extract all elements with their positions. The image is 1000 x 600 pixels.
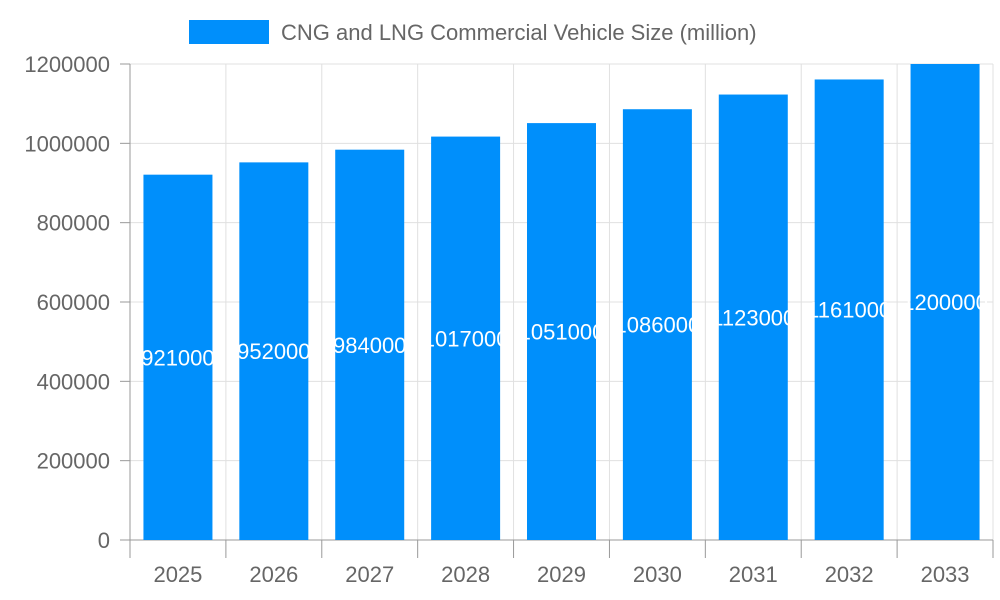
bar-2025[interactable] xyxy=(143,174,213,541)
y-tick-label: 1000000 xyxy=(24,131,110,156)
bar-2030[interactable] xyxy=(622,109,692,540)
x-tick-label: 2033 xyxy=(921,562,970,587)
bar-2032[interactable] xyxy=(814,79,884,540)
data-label: 1051000 xyxy=(519,320,605,345)
bar-2028[interactable] xyxy=(431,136,501,540)
x-tick-label: 2030 xyxy=(633,562,682,587)
data-label: 1086000 xyxy=(615,313,701,338)
data-label: 1161000 xyxy=(807,298,891,323)
data-label: 952000 xyxy=(237,339,310,364)
x-tick-label: 2028 xyxy=(441,562,490,587)
x-tick-label: 2027 xyxy=(345,562,394,587)
bar-2033[interactable] xyxy=(910,64,980,540)
x-tick-label: 2032 xyxy=(825,562,874,587)
data-label: 921000 xyxy=(141,345,214,370)
x-tick-label: 2029 xyxy=(537,562,586,587)
data-label: 1200000 xyxy=(902,290,988,315)
x-tick-label: 2025 xyxy=(153,562,202,587)
bar-2027[interactable] xyxy=(335,149,405,540)
y-tick-label: 200000 xyxy=(37,449,110,474)
x-tick-label: 2031 xyxy=(729,562,778,587)
bar-2026[interactable] xyxy=(239,162,309,540)
data-label: 1123000 xyxy=(711,305,795,330)
legend-label: CNG and LNG Commercial Vehicle Size (mil… xyxy=(281,20,757,45)
data-label: 1017000 xyxy=(423,326,509,351)
y-tick-label: 400000 xyxy=(37,369,110,394)
y-tick-label: 600000 xyxy=(37,290,110,315)
data-label: 984000 xyxy=(333,333,406,358)
x-tick-label: 2026 xyxy=(249,562,298,587)
bar-2031[interactable] xyxy=(718,94,788,540)
y-tick-label: 1200000 xyxy=(24,52,110,77)
bar-2029[interactable] xyxy=(527,123,596,540)
y-tick-label: 800000 xyxy=(37,211,110,236)
legend-swatch[interactable] xyxy=(189,20,269,44)
y-tick-label: 0 xyxy=(98,528,110,553)
